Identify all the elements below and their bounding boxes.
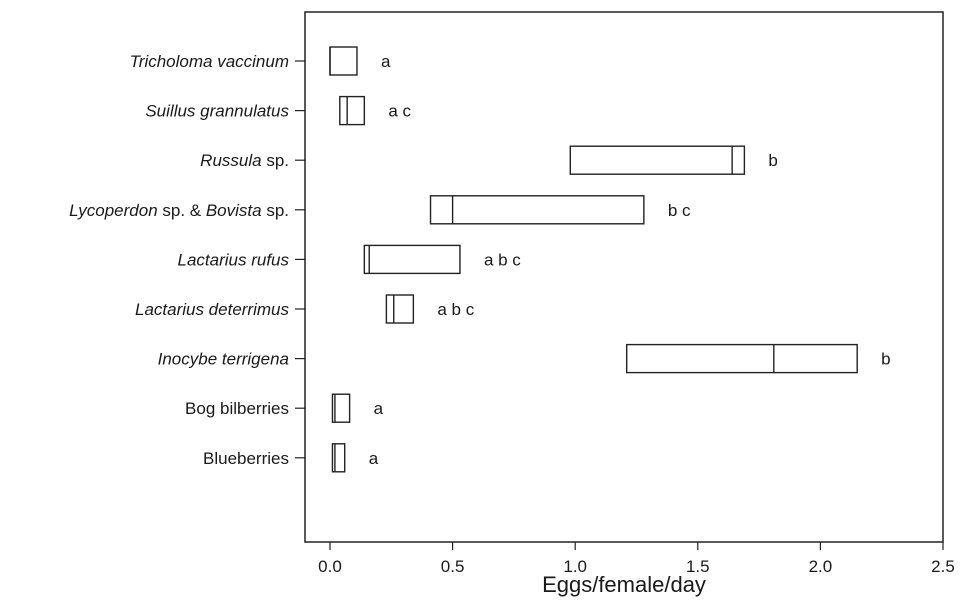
x-tick-label: 0.5 xyxy=(441,557,465,576)
box xyxy=(569,145,746,175)
box xyxy=(429,195,645,225)
category-label: Bog bilberries xyxy=(185,399,289,418)
category-label: Lactarius deterrimus xyxy=(135,300,290,319)
box xyxy=(625,343,858,374)
group-letter: a c xyxy=(388,102,411,121)
category-label-part: Blueberries xyxy=(203,449,289,468)
category-label: Lactarius rufus xyxy=(178,250,290,269)
category-label-part: Lactarius deterrimus xyxy=(135,300,290,319)
plot-frame xyxy=(304,11,944,543)
category-label-part: Tricholoma vaccinum xyxy=(130,52,289,71)
y-axis: Tricholoma vaccinum Suillus grannulatus Ru… xyxy=(69,52,305,468)
category-label-part: Russula xyxy=(200,151,261,170)
group-letter: a xyxy=(381,52,391,71)
x-tick-label: 2.0 xyxy=(809,557,833,576)
category-label: Russula sp. xyxy=(200,151,289,170)
group-letter: b c xyxy=(668,201,691,220)
group-letter: b xyxy=(881,350,890,369)
group-letter: a xyxy=(369,449,379,468)
box xyxy=(339,95,366,126)
category-label-part: Bovista xyxy=(206,201,262,220)
category-label: Tricholoma vaccinum xyxy=(130,52,289,71)
box xyxy=(385,294,415,324)
category-label-part: Bog bilberries xyxy=(185,399,289,418)
category-label: Suillus grannulatus xyxy=(145,102,289,121)
category-label: Blueberries xyxy=(203,449,289,468)
category-label-part: sp. xyxy=(262,151,289,170)
category-label-part: sp. xyxy=(262,201,289,220)
x-axis-label: Eggs/female/day xyxy=(542,572,706,597)
group-letter: a b c xyxy=(437,300,474,319)
x-tick-label: 1.5 xyxy=(686,557,710,576)
category-label-part: Suillus grannulatus xyxy=(145,102,289,121)
boxes xyxy=(329,46,858,473)
category-label-part: Lycoperdon xyxy=(69,201,158,220)
category-label-part: Lactarius rufus xyxy=(178,250,290,269)
category-label-part: sp. & xyxy=(158,201,206,220)
group-letter: a xyxy=(374,399,384,418)
category-label: Lycoperdon sp. & Bovista sp. xyxy=(69,201,289,220)
box xyxy=(329,46,358,76)
x-tick-label: 2.5 xyxy=(931,557,955,576)
group-letter: b xyxy=(768,151,777,170)
x-tick-label: 0.0 xyxy=(318,557,342,576)
category-label: Inocybe terrigena xyxy=(158,350,289,369)
group-letter: a b c xyxy=(484,250,521,269)
box xyxy=(363,244,461,275)
x-tick-label: 1.0 xyxy=(563,557,587,576)
group-letters: a a c b b c a b c a b c b a a xyxy=(369,52,891,468)
box xyxy=(331,393,351,423)
category-label-part: Inocybe terrigena xyxy=(158,350,289,369)
x-axis: 0.0 0.5 1.0 1.5 2.0 2.5 xyxy=(318,542,955,576)
